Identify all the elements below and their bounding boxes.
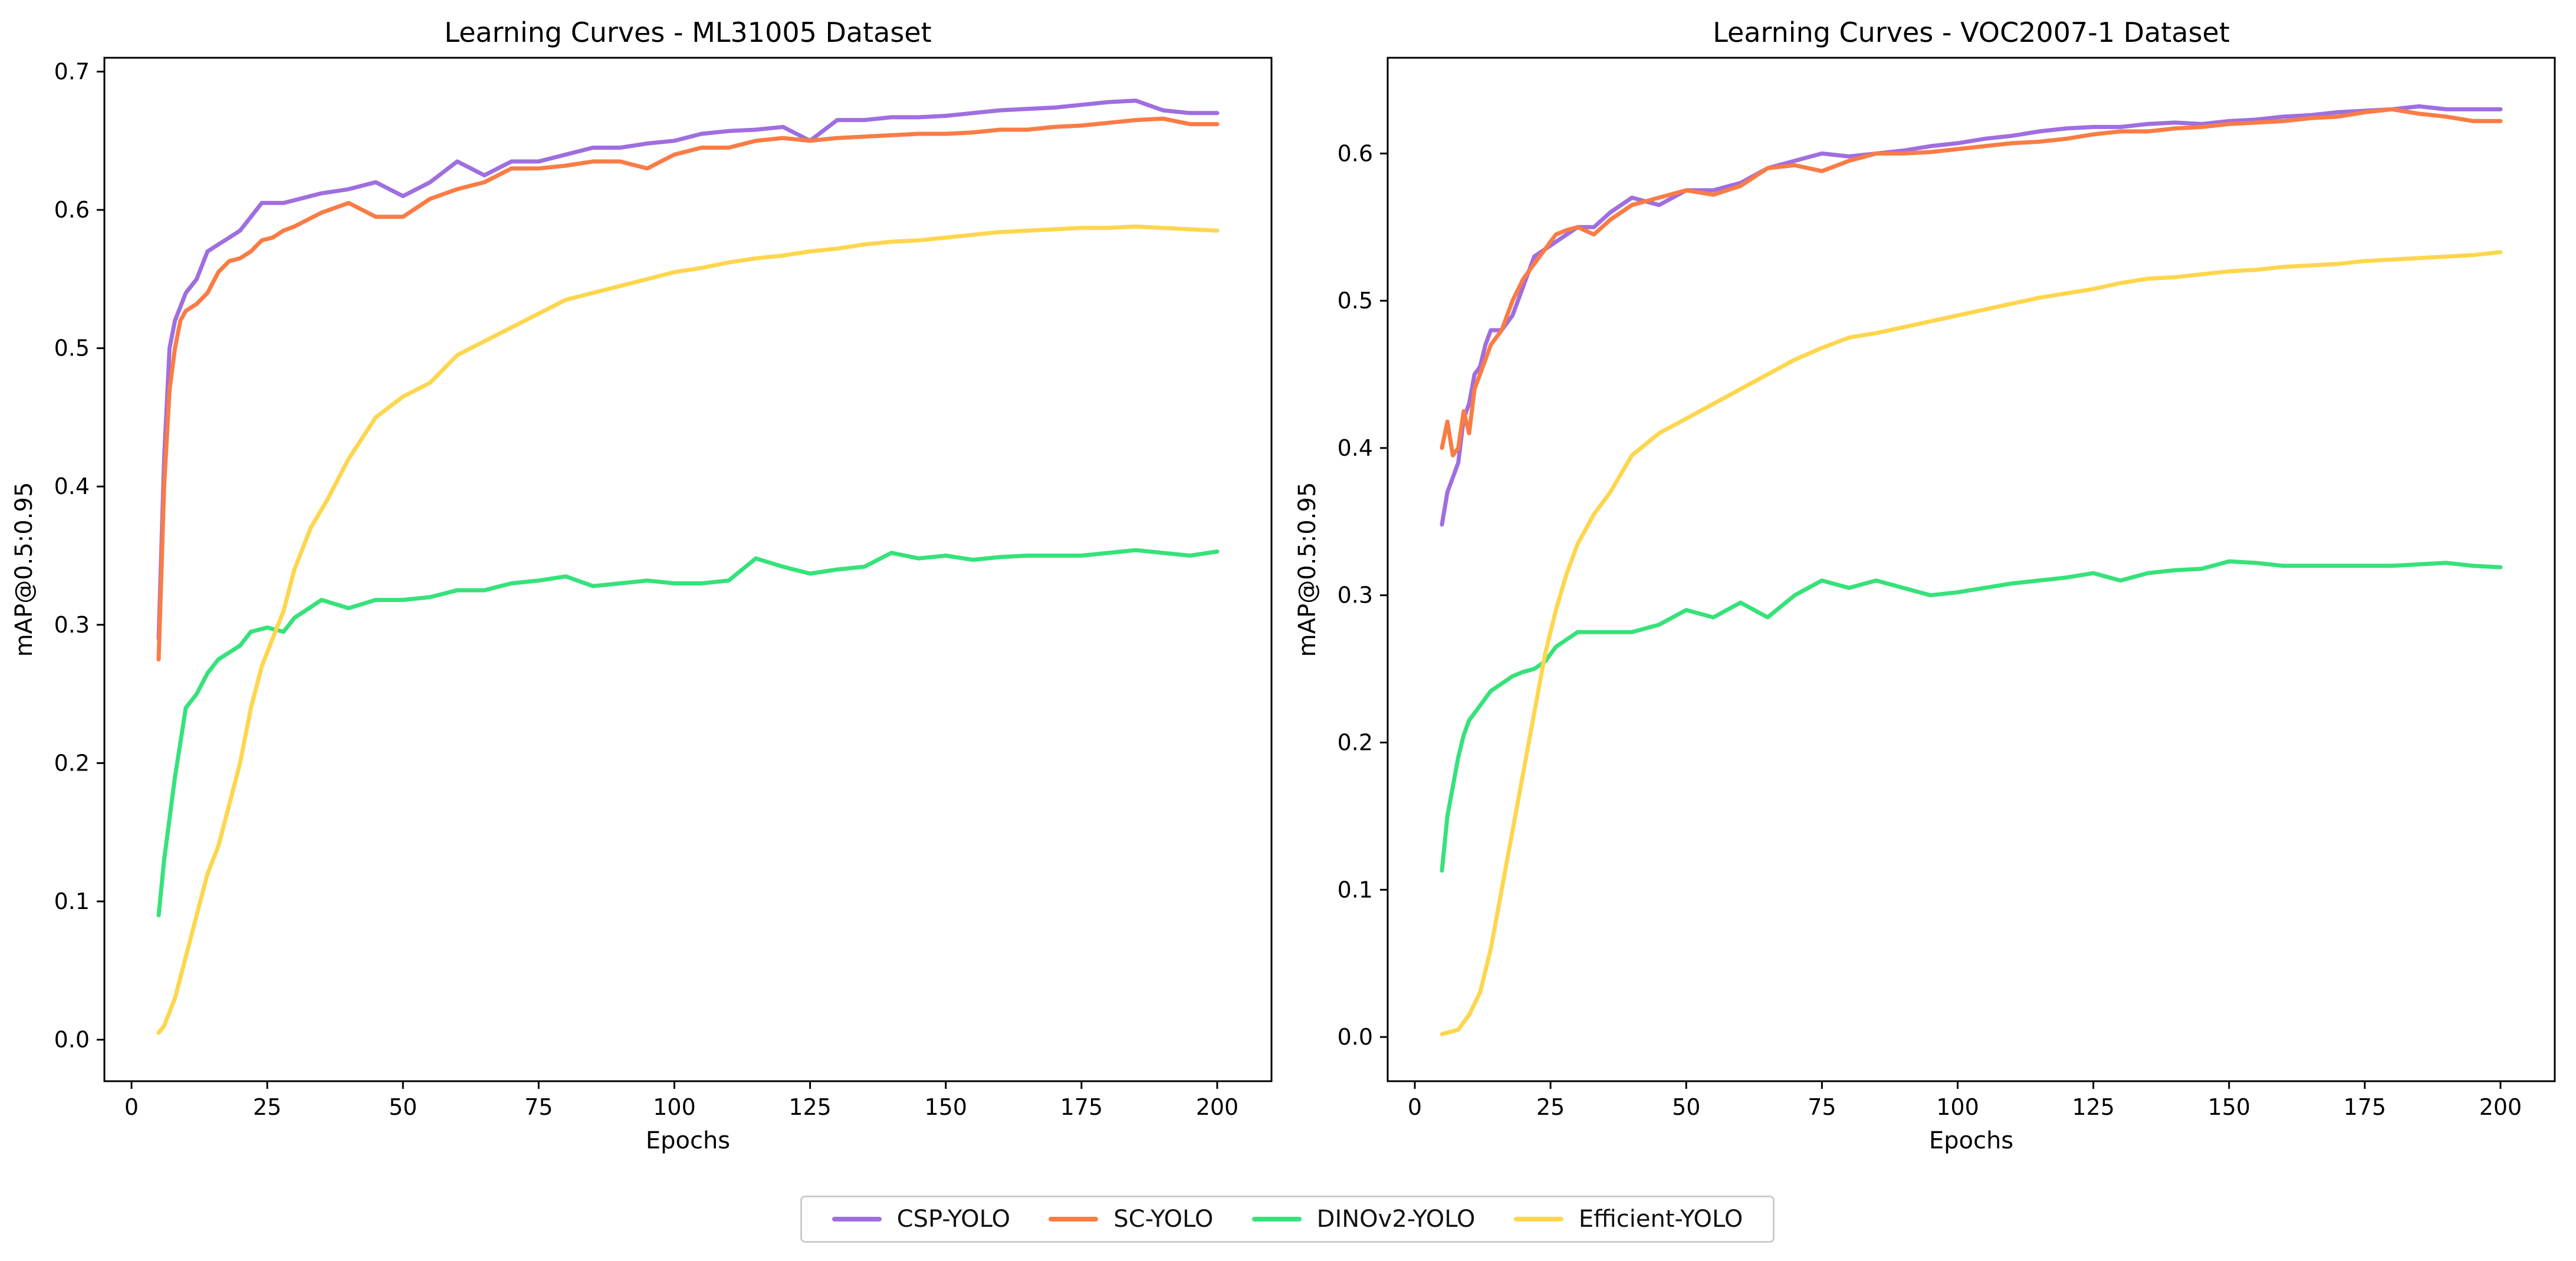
y-tick-label: 0.7 xyxy=(54,58,90,84)
legend-label-dinov2-yolo: DINOv2-YOLO xyxy=(1316,1206,1476,1233)
plot-voc2007: 0 25 50 75 100 125 150 175 200 0.0 0.1 0.2 0.3 0.4 0.5… xyxy=(1294,17,2556,1154)
legend-swatch-dinov2-yolo xyxy=(1251,1217,1302,1222)
x-axis-label: Epochs xyxy=(646,1127,730,1154)
x-tick-label: 150 xyxy=(2207,1094,2250,1120)
legend-swatch-csp-yolo xyxy=(832,1217,882,1222)
y-tick-label: 0.6 xyxy=(54,197,90,223)
x-tick-label: 150 xyxy=(924,1094,967,1120)
series-line-csp-yolo xyxy=(1440,104,2503,527)
y-tick-label: 0.1 xyxy=(1338,877,1373,903)
x-tick-label: 125 xyxy=(2072,1094,2115,1120)
x-tick-label: 200 xyxy=(2479,1094,2522,1120)
legend-label-csp-yolo: CSP-YOLO xyxy=(896,1206,1010,1233)
chart-title: Learning Curves - ML31005 Dataset xyxy=(444,17,931,48)
plot-ml31005: 0 25 50 75 100 125 150 175 200 0.0 0.1 0.2 0.3 0.4 0.5… xyxy=(11,17,1273,1154)
y-tick-label: 0.5 xyxy=(54,335,90,361)
x-tick-label: 175 xyxy=(1060,1094,1103,1120)
y-tick-label: 0.5 xyxy=(1338,288,1373,314)
x-tick-label: 25 xyxy=(253,1094,281,1120)
x-tick-label: 125 xyxy=(788,1094,832,1120)
legend-label-efficient-yolo: Efficient-YOLO xyxy=(1578,1206,1743,1233)
legend-item-csp-yolo: CSP-YOLO xyxy=(832,1206,1010,1233)
y-axis-label: mAP@0.5:0.95 xyxy=(1294,482,1321,657)
series-line-efficient-yolo xyxy=(1440,250,2503,1036)
chart-title: Learning Curves - VOC2007-1 Dataset xyxy=(1713,17,2230,48)
x-tick-label: 200 xyxy=(1196,1094,1239,1120)
y-tick-label: 0.0 xyxy=(1338,1024,1373,1050)
y-axis-label: mAP@0.5:0.95 xyxy=(11,482,38,657)
x-tick-label: 75 xyxy=(524,1094,553,1120)
legend: CSP-YOLO SC-YOLO DINOv2-YOLO Efficient-Y… xyxy=(800,1196,1775,1243)
y-tick-label: 0.4 xyxy=(54,473,90,499)
x-axis-label: Epochs xyxy=(1929,1127,2013,1154)
y-tick-label: 0.2 xyxy=(1338,729,1373,755)
x-tick-label: 0 xyxy=(1408,1094,1422,1120)
plot-frame xyxy=(1386,57,2556,1082)
legend-item-sc-yolo: SC-YOLO xyxy=(1049,1206,1213,1233)
y-tick-label: 0.2 xyxy=(54,750,90,776)
y-tick-label: 0.6 xyxy=(1338,140,1373,166)
x-tick-label: 50 xyxy=(389,1094,417,1120)
x-tick-label: 100 xyxy=(653,1094,696,1120)
x-tick-label: 0 xyxy=(124,1094,139,1120)
plot-frame xyxy=(103,57,1273,1082)
x-tick-label: 175 xyxy=(2344,1094,2387,1120)
y-tick-label: 0.3 xyxy=(54,612,90,638)
series-line-sc-yolo xyxy=(156,116,1220,661)
legend-item-dinov2-yolo: DINOv2-YOLO xyxy=(1251,1206,1476,1233)
x-tick-label: 100 xyxy=(1936,1094,1979,1120)
y-tick-label: 0.3 xyxy=(1338,582,1373,608)
x-tick-label: 25 xyxy=(1536,1094,1565,1120)
series-line-csp-yolo xyxy=(156,98,1220,641)
series-line-efficient-yolo xyxy=(156,224,1220,1035)
series-line-dinov2-yolo xyxy=(156,548,1220,917)
legend-swatch-efficient-yolo xyxy=(1513,1217,1563,1222)
legend-label-sc-yolo: SC-YOLO xyxy=(1113,1206,1214,1233)
y-tick-label: 0.0 xyxy=(54,1027,90,1053)
y-tick-label: 0.1 xyxy=(54,888,90,914)
x-tick-label: 50 xyxy=(1672,1094,1700,1120)
legend-item-efficient-yolo: Efficient-YOLO xyxy=(1513,1206,1743,1233)
series-line-dinov2-yolo xyxy=(1440,559,2503,873)
legend-swatch-sc-yolo xyxy=(1049,1217,1099,1222)
y-tick-label: 0.4 xyxy=(1338,435,1373,461)
series-line-sc-yolo xyxy=(1440,107,2503,457)
x-tick-label: 75 xyxy=(1808,1094,1836,1120)
